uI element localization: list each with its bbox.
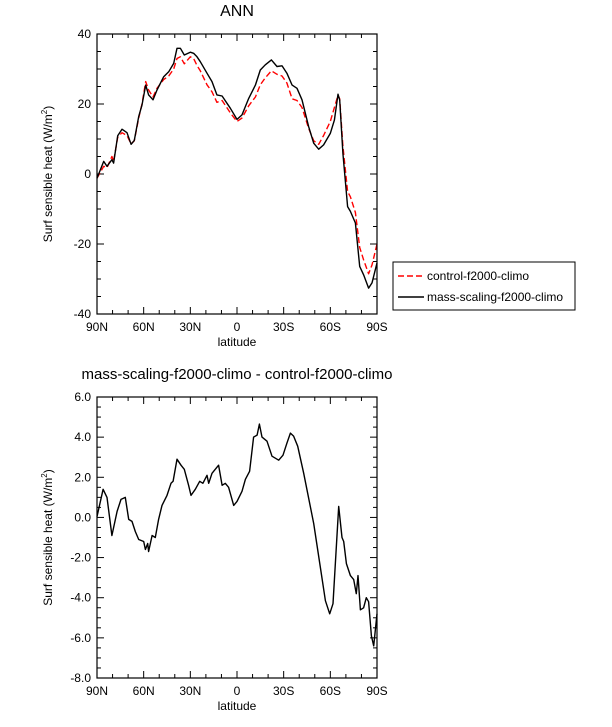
legend-box bbox=[392, 261, 576, 311]
chart-title: ANN bbox=[220, 3, 254, 20]
x-tick-label: 60S bbox=[320, 320, 341, 334]
y-axis-label: Surf sensible heat (W/m2) bbox=[40, 469, 55, 606]
series-line-difference bbox=[96, 423, 378, 647]
y-axis-label-end: ) bbox=[41, 106, 55, 110]
y-tick-label: 20 bbox=[78, 97, 92, 111]
x-tick-label: 90S bbox=[366, 684, 387, 698]
y-tick-label: 0.0 bbox=[74, 510, 91, 524]
y-axis-label-superscript: 2 bbox=[40, 473, 49, 478]
y-tick-label: 4.0 bbox=[74, 430, 91, 444]
x-tick-label: 30S bbox=[273, 684, 294, 698]
x-tick-label: 60S bbox=[320, 684, 341, 698]
x-tick-label: 0 bbox=[234, 684, 241, 698]
y-tick-label: -2.0 bbox=[70, 551, 91, 565]
plot-frame bbox=[96, 396, 378, 679]
x-tick-label: 60N bbox=[133, 684, 155, 698]
x-tick-label: 90N bbox=[86, 684, 108, 698]
plot-frame bbox=[96, 33, 378, 315]
x-axis-label: latitude bbox=[218, 699, 257, 713]
x-axis-label: latitude bbox=[218, 335, 257, 349]
x-tick-label: 90S bbox=[366, 320, 387, 334]
x-tick-label: 30S bbox=[273, 320, 294, 334]
y-axis-label-text: Surf sensible heat (W/m bbox=[41, 114, 55, 242]
y-axis-label-text: Surf sensible heat (W/m bbox=[41, 478, 55, 606]
y-tick-label: -40 bbox=[74, 307, 92, 321]
y-tick-label: 6.0 bbox=[74, 390, 91, 404]
y-tick-label: 2.0 bbox=[74, 470, 91, 484]
chart-1: ANN 90N 60N 30N 0 30S 60S 90S -40 -20 0 20 40 latitud… bbox=[40, 3, 576, 349]
legend-label: control-f2000-climo bbox=[427, 269, 529, 283]
y-tick-label: 40 bbox=[78, 27, 92, 41]
x-tick-label: 30N bbox=[179, 684, 201, 698]
y-axis-label-end: ) bbox=[41, 469, 55, 473]
chart-title: mass-scaling-f2000-climo - control-f2000… bbox=[82, 366, 393, 383]
y-tick-label: -8.0 bbox=[70, 671, 91, 685]
y-axis-label: Surf sensible heat (W/m2) bbox=[40, 106, 55, 243]
legend-label: mass-scaling-f2000-climo bbox=[427, 290, 563, 304]
x-tick-label: 30N bbox=[179, 320, 201, 334]
series-line-control-f2000-climo bbox=[96, 56, 378, 275]
legend: control-f2000-climo mass-scaling-f2000-cl… bbox=[392, 261, 576, 311]
series-line-mass-scaling-f2000-climo bbox=[96, 47, 378, 289]
x-tick-label: 0 bbox=[234, 320, 241, 334]
y-tick-label: 0 bbox=[84, 167, 91, 181]
y-tick-label: -20 bbox=[74, 237, 92, 251]
y-tick-label: -6.0 bbox=[70, 631, 91, 645]
x-tick-label: 60N bbox=[133, 320, 155, 334]
y-axis-label-superscript: 2 bbox=[40, 109, 49, 114]
chart-2: mass-scaling-f2000-climo - control-f2000… bbox=[40, 366, 392, 713]
y-tick-label: -4.0 bbox=[70, 591, 91, 605]
x-tick-label: 90N bbox=[86, 320, 108, 334]
